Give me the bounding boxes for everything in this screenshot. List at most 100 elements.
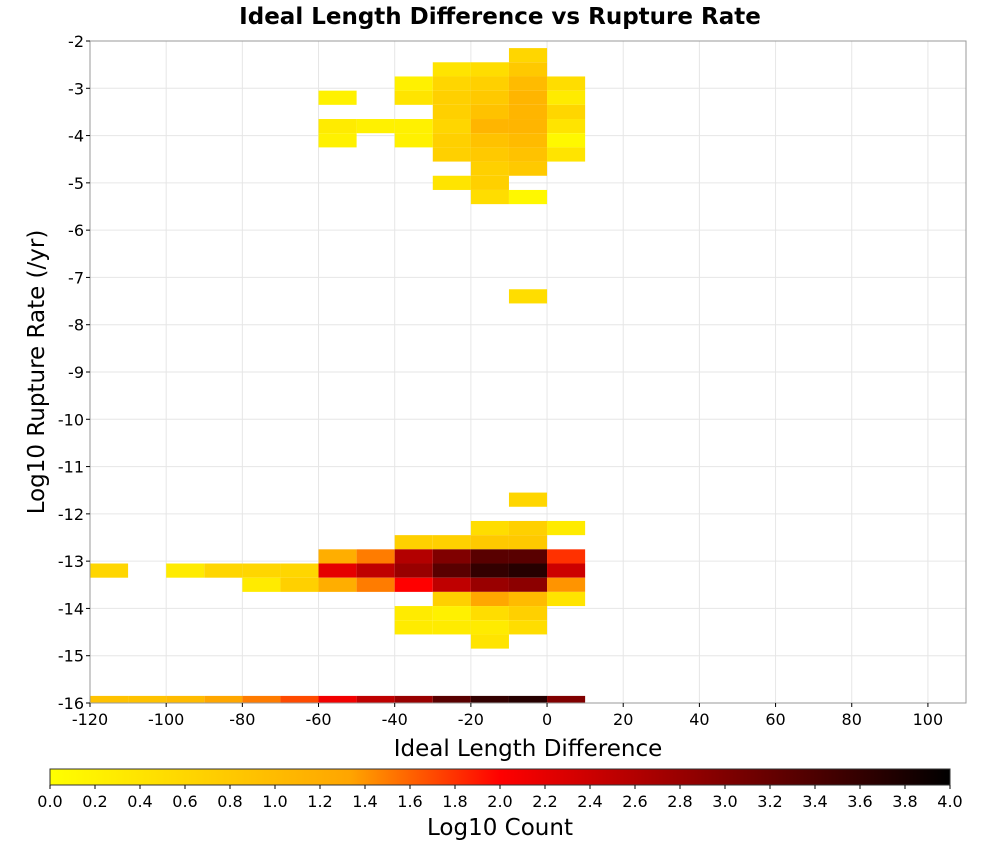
x-tick-label: 0 bbox=[542, 710, 552, 729]
heatmap-cell bbox=[547, 591, 586, 607]
heatmap-cell bbox=[470, 90, 509, 105]
heatmap-cell bbox=[508, 606, 548, 621]
heatmap-cell bbox=[394, 606, 433, 621]
heatmap-cell bbox=[90, 563, 129, 578]
heatmap-cell bbox=[318, 563, 357, 578]
colorbar-tick-label: 2.8 bbox=[667, 792, 692, 811]
heatmap-cell bbox=[508, 133, 548, 148]
colorbar bbox=[49, 768, 951, 786]
heatmap-cell bbox=[547, 520, 586, 536]
heatmap-cell bbox=[470, 161, 509, 176]
heatmap-cell bbox=[280, 563, 319, 578]
heatmap-cell bbox=[432, 563, 471, 578]
colorbar-tick-label: 2.6 bbox=[622, 792, 647, 811]
heatmap-cells bbox=[90, 48, 586, 703]
colorbar-tick-label: 3.0 bbox=[712, 792, 737, 811]
colorbar-ticks: 0.0 0.2 0.4 0.6 0.8 1.0 1.2 1.4 1.6 1.8 2.0 2.2 2.4 2… bbox=[37, 785, 963, 811]
heatmap-cell bbox=[318, 133, 357, 148]
heatmap-cell bbox=[356, 577, 395, 592]
heatmap-cell bbox=[470, 577, 509, 592]
heatmap-cell bbox=[470, 76, 509, 91]
heatmap-cell bbox=[547, 563, 586, 578]
y-tick-label: -6 bbox=[68, 221, 84, 240]
heatmap-cell bbox=[394, 133, 433, 148]
heatmap-cell bbox=[508, 492, 548, 507]
heatmap-cell bbox=[432, 104, 471, 120]
heatmap-cell bbox=[394, 549, 433, 564]
heatmap-cell bbox=[508, 48, 548, 63]
y-tick-label: -2 bbox=[68, 32, 84, 51]
heatmap-cell bbox=[470, 695, 509, 703]
heatmap-cell bbox=[432, 175, 471, 190]
heatmap-cell bbox=[470, 119, 509, 134]
heatmap-cell bbox=[470, 62, 509, 77]
colorbar-tick-label: 4.0 bbox=[937, 792, 962, 811]
y-tick-label: -9 bbox=[68, 363, 84, 382]
y-tick-label: -7 bbox=[68, 268, 84, 287]
heatmap-cell bbox=[508, 289, 548, 304]
heatmap-cell bbox=[508, 695, 548, 703]
heatmap-cell bbox=[432, 535, 471, 550]
x-tick-label: 80 bbox=[842, 710, 862, 729]
heatmap-cell bbox=[470, 549, 509, 564]
colorbar-tick-label: 1.8 bbox=[442, 792, 467, 811]
heatmap-cell bbox=[547, 147, 586, 162]
colorbar-tick-label: 0.0 bbox=[37, 792, 62, 811]
colorbar-tick-label: 1.2 bbox=[307, 792, 332, 811]
colorbar-tick-label: 3.8 bbox=[892, 792, 917, 811]
heatmap-cell bbox=[356, 563, 395, 578]
heatmap-cell bbox=[394, 577, 433, 592]
colorbar-tick-label: 1.4 bbox=[352, 792, 377, 811]
y-tick-label: -14 bbox=[58, 599, 84, 618]
x-tick-label: -20 bbox=[458, 710, 484, 729]
heatmap-cell bbox=[242, 577, 281, 592]
heatmap-cell bbox=[432, 90, 471, 105]
y-tick-label: -3 bbox=[68, 79, 84, 98]
x-axis-ticks: -120 -100 -80 -60 -40 -20 0 20 40 60 80 100 bbox=[72, 703, 943, 729]
colorbar-tick-label: 1.0 bbox=[262, 792, 287, 811]
heatmap-cell bbox=[204, 695, 243, 703]
heatmap-cell bbox=[242, 695, 281, 703]
heatmap-cell bbox=[356, 549, 395, 564]
heatmap-cell bbox=[166, 695, 205, 703]
colorbar-tick-label: 2.4 bbox=[577, 792, 602, 811]
x-tick-label: -80 bbox=[229, 710, 255, 729]
heatmap-cell bbox=[280, 577, 319, 592]
heatmap-cell bbox=[394, 620, 433, 635]
y-tick-label: -5 bbox=[68, 174, 84, 193]
heatmap-cell bbox=[547, 549, 586, 564]
heatmap-cell bbox=[547, 90, 586, 105]
heatmap-cell bbox=[280, 695, 319, 703]
heatmap-cell bbox=[508, 591, 548, 607]
heatmap-cell bbox=[318, 549, 357, 564]
y-tick-label: -12 bbox=[58, 505, 84, 524]
heatmap-cell bbox=[508, 520, 548, 536]
heatmap-cell bbox=[547, 76, 586, 91]
heatmap-cell bbox=[242, 563, 281, 578]
heatmap-cell bbox=[432, 62, 471, 77]
colorbar-label: Log10 Count bbox=[427, 815, 573, 841]
heatmap-cell bbox=[394, 535, 433, 550]
heatmap-cell bbox=[470, 189, 509, 205]
heatmap-cell bbox=[470, 520, 509, 536]
heatmap-cell bbox=[470, 175, 509, 190]
heatmap-cell bbox=[432, 549, 471, 564]
heatmap-cell bbox=[394, 695, 433, 703]
heatmap-cell bbox=[394, 90, 433, 105]
heatmap-cell bbox=[432, 147, 471, 162]
heatmap-cell bbox=[508, 104, 548, 120]
heatmap-cell bbox=[90, 695, 129, 703]
heatmap-cell bbox=[394, 76, 433, 91]
heatmap-cell bbox=[508, 563, 548, 578]
heatmap-cell bbox=[432, 620, 471, 635]
y-axis-label: Log10 Rupture Rate (/yr) bbox=[24, 230, 50, 515]
heatmap-cell bbox=[318, 119, 357, 134]
heatmap-cell bbox=[508, 119, 548, 134]
colorbar-tick-label: 2.2 bbox=[532, 792, 557, 811]
colorbar-tick-label: 1.6 bbox=[397, 792, 422, 811]
x-tick-label: -100 bbox=[148, 710, 184, 729]
heatmap-cell bbox=[547, 119, 586, 134]
heatmap-cell bbox=[318, 695, 357, 703]
heatmap-cell bbox=[470, 133, 509, 148]
